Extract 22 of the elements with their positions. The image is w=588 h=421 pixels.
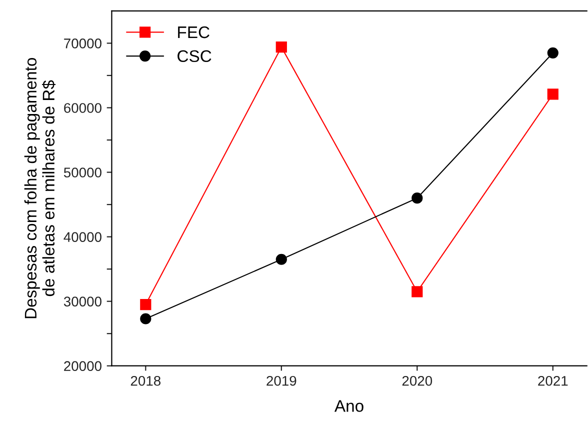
y-tick-label: 20000 — [64, 361, 102, 372]
x-tick-label: 2021 — [538, 376, 568, 386]
y-tick-label: 60000 — [64, 103, 102, 113]
x-tick-label: 2020 — [402, 376, 432, 386]
y-axis-title: Despesas com folha de pagamento de atletas em milhares de R$ — [24, 58, 56, 318]
y-tick-label: 70000 — [64, 38, 102, 48]
point — [276, 254, 287, 265]
point — [547, 88, 558, 100]
y-tick-label: 50000 — [64, 168, 102, 178]
legend-label: FEC — [178, 26, 210, 38]
point — [140, 313, 152, 324]
point — [276, 42, 287, 53]
x-tick-label: 2019 — [266, 376, 296, 386]
point — [140, 298, 152, 310]
point — [412, 286, 423, 298]
point — [547, 47, 558, 58]
legend-label: CSC — [178, 50, 212, 62]
point — [412, 192, 423, 204]
y-tick-label: 40000 — [64, 232, 102, 242]
x-tick-label: 2018 — [130, 376, 160, 386]
y-tick-label: 30000 — [64, 296, 102, 306]
x-axis-title: Ano — [334, 400, 364, 412]
